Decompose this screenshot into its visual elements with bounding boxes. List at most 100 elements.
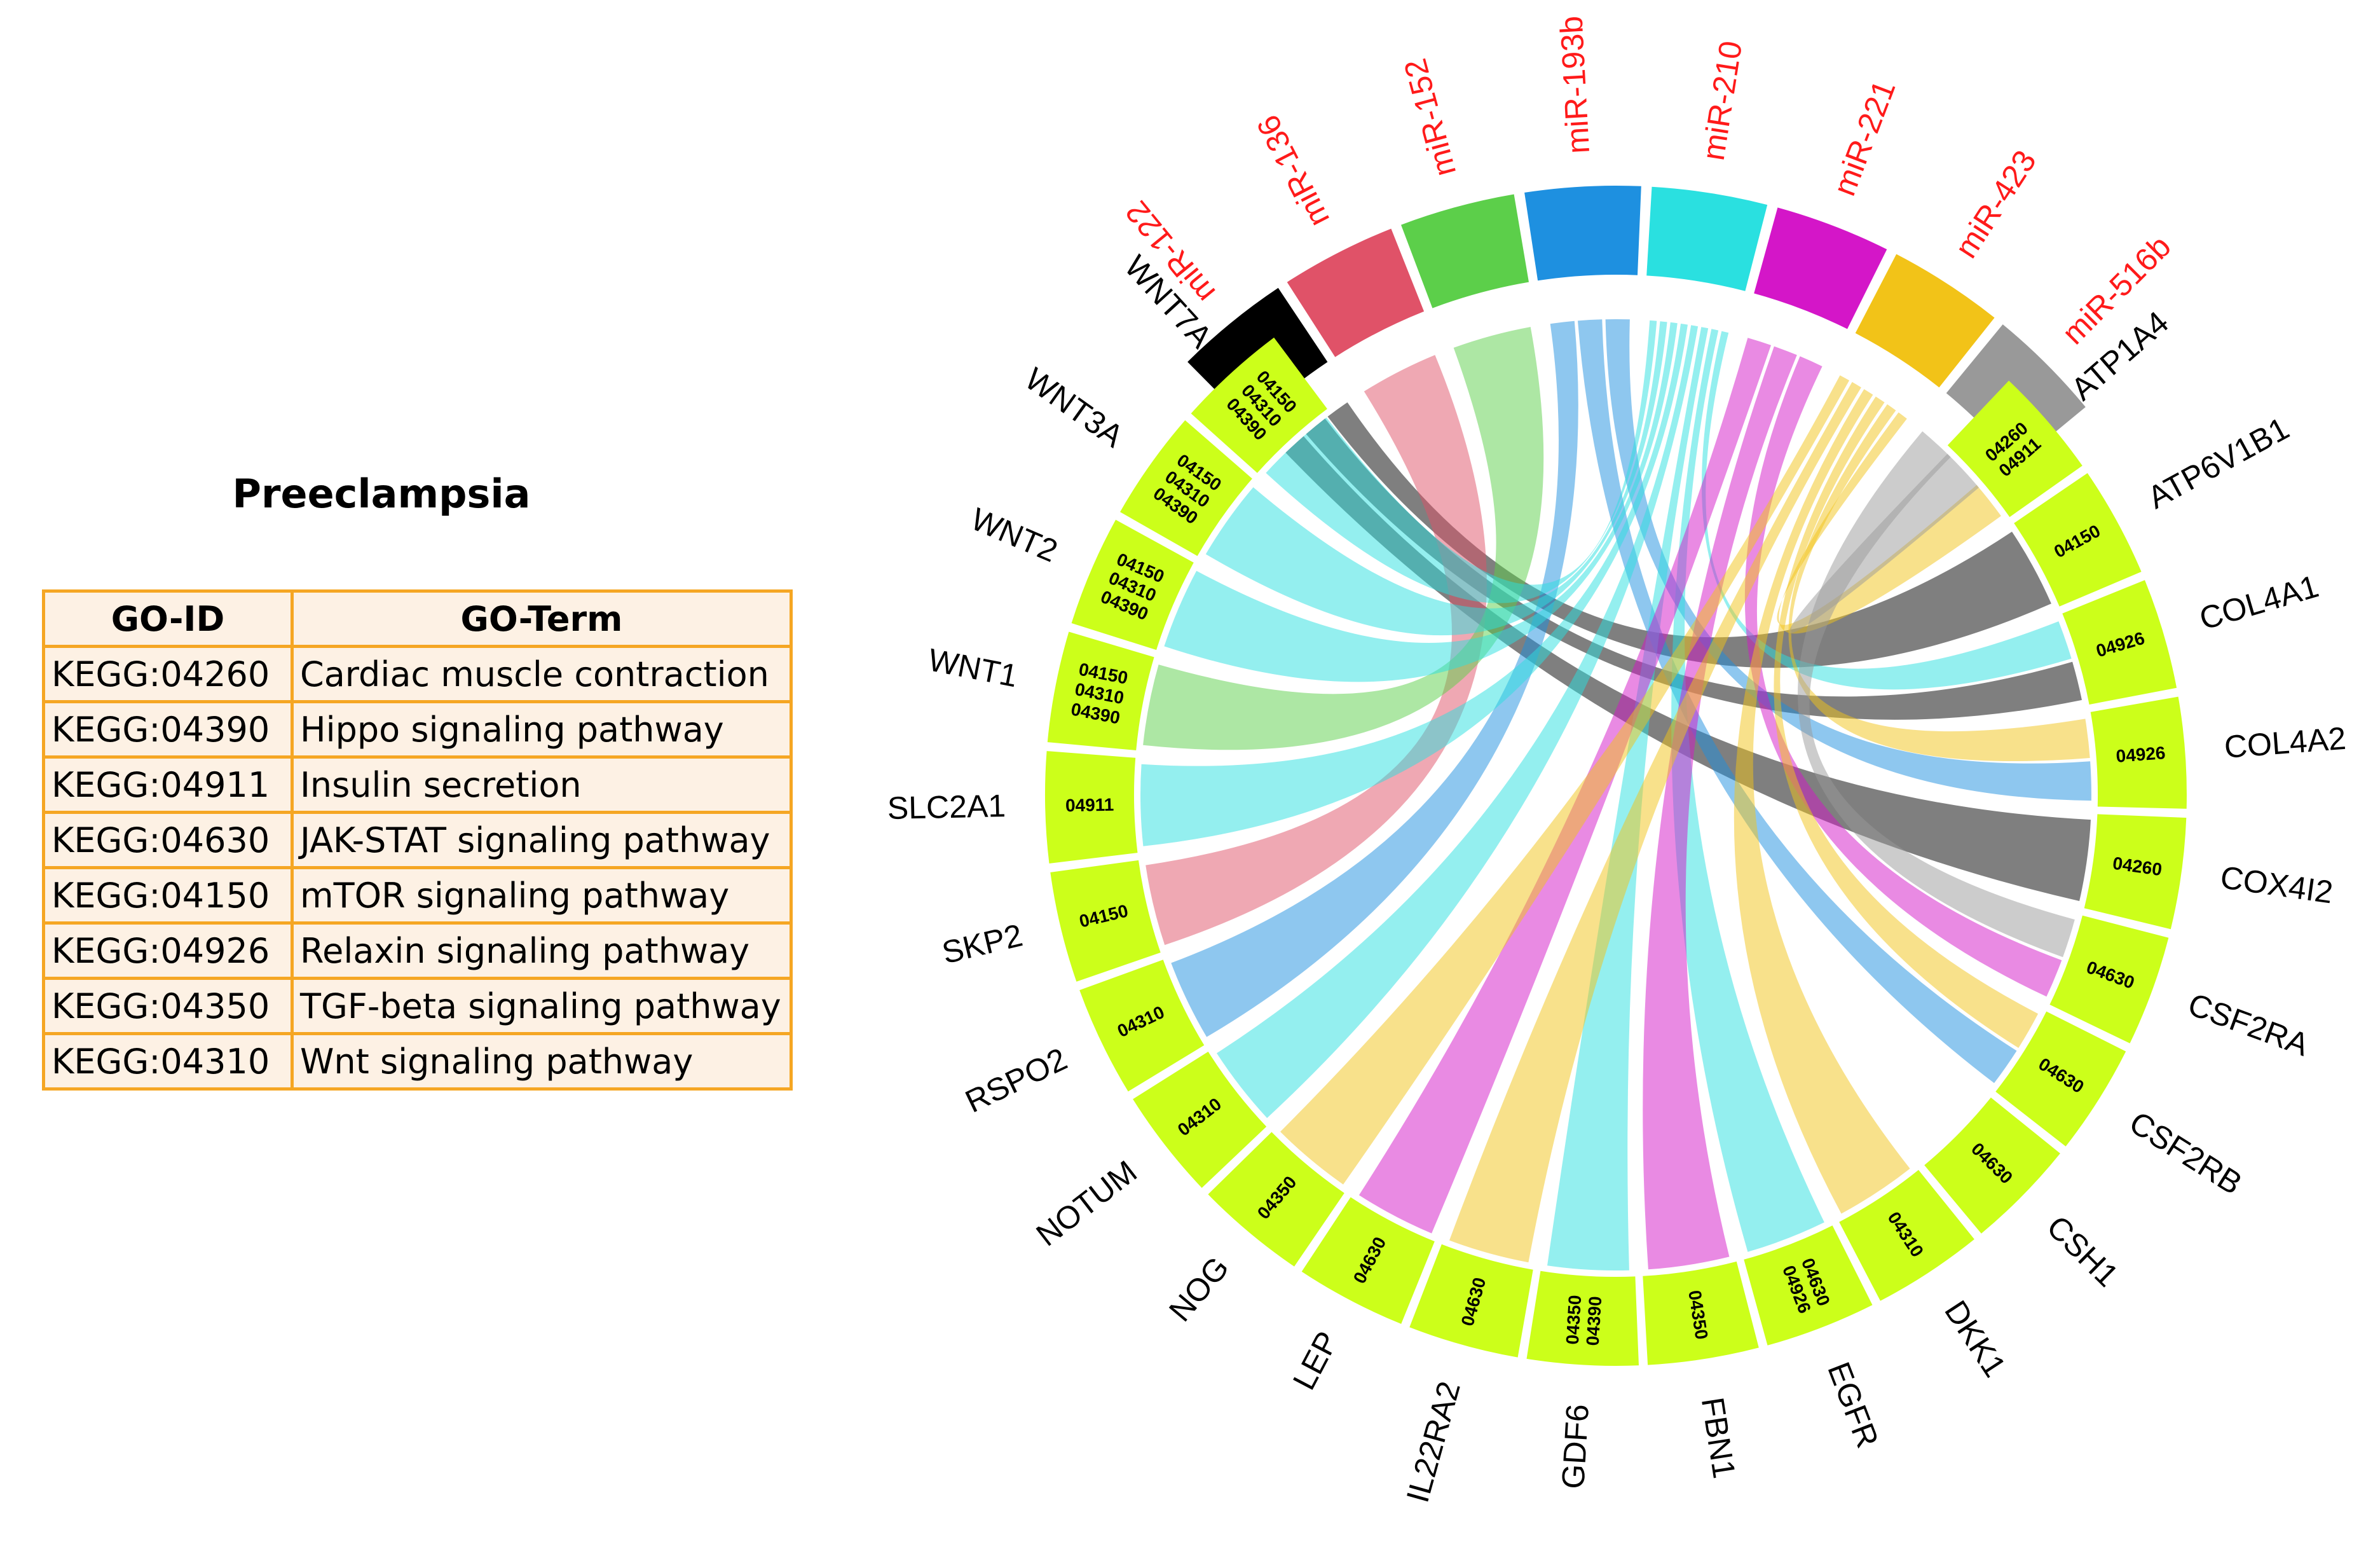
gene-sector-CSF2RA: [2049, 915, 2169, 1043]
go-id-cell: KEGG:04350: [42, 977, 294, 1035]
gene-label-SLC2A1: SLC2A1: [887, 788, 1006, 826]
mirna-label-miR-210: miR-210: [1695, 39, 1749, 163]
gene-sector-COL4A1: [2062, 580, 2177, 705]
gene-sector-EGFR: [1744, 1225, 1873, 1346]
mirna-label-miR-136: miR-136: [1250, 109, 1336, 233]
gene-sector-IL22RA2: [1409, 1244, 1533, 1358]
go-term-cell: Hippo signaling pathway: [291, 700, 793, 759]
gene-label-CSH1: CSH1: [2040, 1209, 2125, 1294]
gene-code-GDF6: 04350: [1563, 1295, 1585, 1346]
gene-label-WNT2: WNT2: [966, 501, 1063, 569]
gene-label-GDF6: GDF6: [1555, 1403, 1596, 1490]
gene-sector-SLC2A1: [1044, 751, 1138, 864]
table-row: KEGG:04150 mTOR signaling pathway: [42, 866, 793, 925]
go-id-cell: KEGG:04260: [42, 645, 294, 703]
gene-sector-COL4A2: [2090, 696, 2187, 809]
header-go-id: GO-ID: [42, 589, 294, 648]
gene-label-WNT3A: WNT3A: [1018, 361, 1130, 454]
mirna-sector-miR-423: [1855, 254, 1995, 388]
gene-code-SLC2A1: 04911: [1065, 795, 1114, 816]
gene-label-COL4A2: COL4A2: [2223, 720, 2347, 765]
gene-sector-LEP: [1301, 1197, 1435, 1324]
gene-code-COL4A2: 04926: [2116, 743, 2166, 766]
chord-ribbon-miR-136-SKP2: [1146, 355, 1487, 946]
gene-label-DKK1: DKK1: [1938, 1294, 2013, 1383]
sector-layer: [1044, 185, 2187, 1367]
table-row: KEGG:04911 Insulin secretion: [42, 755, 793, 814]
chord-ribbon-miR-210-WNT3A: [1205, 321, 1667, 636]
gene-sector-DKK1: [1839, 1169, 1974, 1301]
table-row: KEGG:04630 JAK-STAT signaling pathway: [42, 811, 793, 869]
gene-label-ATP6V1B1: ATP6V1B1: [2142, 410, 2295, 516]
ribbon-layer: [1140, 319, 2091, 1270]
chord-ribbon-miR-122-COX4I2: [1285, 436, 2091, 901]
panel-title: Preeclampsia: [232, 471, 531, 517]
chord-ribbon-miR-423-NOG: [1280, 375, 1850, 1185]
table-row: KEGG:04926 Relaxin signaling pathway: [42, 921, 793, 980]
chord-ribbon-miR-221-FBN1: [1643, 346, 1797, 1270]
chord-ribbon-miR-210-WNT7A: [1266, 320, 1657, 603]
go-term-cell: Wnt signaling pathway: [291, 1032, 793, 1091]
chord-ribbon-miR-210-EGFR: [1671, 329, 1824, 1252]
chord-ribbon-miR-516b-CSF2RA: [1798, 431, 2075, 958]
go-term-cell: Relaxin signaling pathway: [291, 921, 793, 980]
gene-sector-ATP1A4: [1947, 380, 2082, 518]
go-term-cell: Insulin secretion: [291, 755, 793, 814]
gene-sector-CSF2RB: [1995, 1011, 2126, 1146]
go-term-cell: mTOR signaling pathway: [291, 866, 793, 925]
chord-ribbon-miR-423-CSF2RB: [1774, 396, 2039, 1048]
mirna-label-miR-193b: miR-193b: [1553, 15, 1596, 155]
gene-label-IL22RA2: IL22RA2: [1400, 1377, 1467, 1506]
gene-label-COX4I2: COX4I2: [2218, 859, 2335, 910]
chord-ribbon-miR-210-WNT2: [1164, 322, 1678, 682]
chord-ribbon-miR-423-IL22RA2: [1449, 382, 1861, 1263]
chord-ribbon-miR-423-ATP1A4: [1777, 412, 2001, 634]
gene-label-WNT1: WNT1: [926, 642, 1021, 694]
go-term-cell: Cardiac muscle contraction: [291, 645, 793, 703]
mirna-sector-miR-221: [1754, 207, 1887, 329]
gene-label-NOTUM: NOTUM: [1030, 1153, 1144, 1253]
mirna-label-miR-423: miR-423: [1948, 144, 2043, 264]
gene-label-LEP: LEP: [1286, 1326, 1346, 1396]
gene-sector-ATP6V1B1: [2014, 473, 2142, 607]
mirna-sector-miR-152: [1401, 194, 1529, 308]
gene-sector-RSPO2: [1079, 960, 1205, 1092]
gene-label-FBN1: FBN1: [1695, 1395, 1742, 1481]
mirna-label-miR-221: miR-221: [1826, 76, 1903, 200]
chord-ribbon-miR-423-COL4A2: [1788, 404, 2090, 762]
gene-label-NOG: NOG: [1162, 1250, 1236, 1328]
go-term-cell: JAK-STAT signaling pathway: [291, 811, 793, 869]
table-row: KEGG:04350 TGF-beta signaling pathway: [42, 977, 793, 1035]
chord-ribbon-miR-210-GDF6: [1547, 327, 1709, 1270]
go-id-cell: KEGG:04630: [42, 811, 294, 869]
gene-label-COL4A1: COL4A1: [2196, 568, 2323, 637]
go-term-cell: TGF-beta signaling pathway: [291, 977, 793, 1035]
mirna-sector-miR-210: [1646, 186, 1768, 291]
table-row: KEGG:04390 Hippo signaling pathway: [42, 700, 793, 759]
gene-label-CSF2RA: CSF2RA: [2184, 986, 2314, 1063]
chord-ribbon-miR-423-DKK1: [1734, 389, 1910, 1214]
chord-ribbon-miR-210-COL4A1: [1701, 331, 2072, 690]
gene-sector-WNT2: [1071, 520, 1194, 651]
gene-code-GDF6: 04390: [1583, 1296, 1606, 1347]
table-row: KEGG:04260 Cardiac muscle contraction: [42, 645, 793, 703]
gene-label-RSPO2: RSPO2: [960, 1041, 1072, 1120]
gene-label-SKP2: SKP2: [939, 917, 1026, 970]
go-id-cell: KEGG:04390: [42, 700, 294, 759]
gene-sector-GDF6: [1526, 1270, 1639, 1367]
gene-sector-WNT7A: [1191, 337, 1327, 473]
header-go-term: GO-Term: [291, 589, 793, 648]
go-id-cell: KEGG:04150: [42, 866, 294, 925]
gene-sector-NOG: [1208, 1132, 1344, 1267]
gene-sector-CSH1: [1924, 1098, 2060, 1234]
gene-label-EGFR: EGFR: [1821, 1358, 1885, 1453]
go-id-cell: KEGG:04926: [42, 921, 294, 980]
mirna-sector-miR-136: [1287, 228, 1425, 357]
table-row: KEGG:04310 Wnt signaling pathway: [42, 1032, 793, 1091]
chord-ribbon-miR-193b-RSPO2: [1171, 320, 1578, 1037]
gene-sector-SKP2: [1050, 860, 1161, 982]
mirna-sector-miR-193b: [1524, 185, 1641, 281]
chord-ribbon-miR-221-LEP: [1358, 338, 1771, 1234]
chord-ribbon-miR-210-SLC2A1: [1140, 324, 1688, 846]
